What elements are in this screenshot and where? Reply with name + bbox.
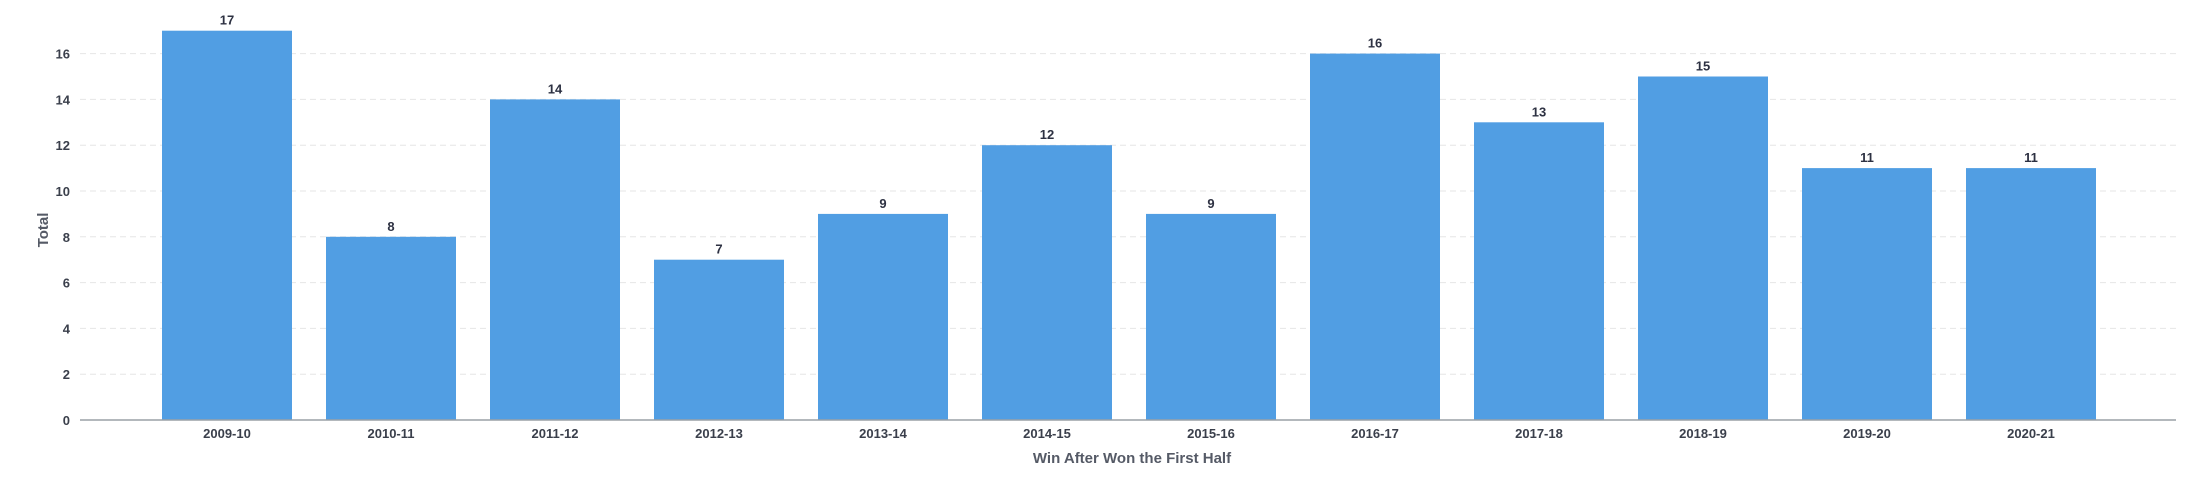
- value-label: 13: [1532, 104, 1546, 119]
- value-label: 9: [1207, 196, 1214, 211]
- bar-2016-17[interactable]: [1310, 53, 1440, 420]
- x-tick-label: 2016-17: [1351, 426, 1399, 441]
- x-tick-label: 2009-10: [203, 426, 251, 441]
- value-label: 7: [715, 242, 722, 257]
- x-tick-label: 2015-16: [1187, 426, 1235, 441]
- x-tick-label: 2013-14: [859, 426, 907, 441]
- x-tick-label: 2018-19: [1679, 426, 1727, 441]
- y-tick-label: 10: [56, 184, 70, 199]
- x-tick-label: 2017-18: [1515, 426, 1563, 441]
- y-tick-label: 12: [56, 138, 70, 153]
- x-axis-title: Win After Won the First Half: [1033, 450, 1232, 467]
- value-label: 9: [879, 196, 886, 211]
- y-tick-label: 2: [63, 367, 70, 382]
- value-label: 12: [1040, 127, 1054, 142]
- bar-2012-13[interactable]: [654, 259, 784, 420]
- y-axis-ticks: 0 2 4 6 8 10 12 14 16: [56, 47, 71, 428]
- value-label: 11: [1860, 150, 1874, 165]
- x-tick-label: 2011-12: [532, 426, 579, 441]
- y-tick-label: 8: [63, 230, 70, 245]
- value-labels: 17 8 14 7 9 12 9 16 13 15 11 11: [220, 13, 2038, 257]
- y-tick-label: 0: [63, 413, 70, 428]
- bar-2019-20[interactable]: [1802, 168, 1932, 420]
- value-label: 17: [220, 13, 234, 28]
- bar-2018-19[interactable]: [1638, 76, 1768, 421]
- bar-2020-21[interactable]: [1966, 168, 2096, 420]
- value-label: 16: [1368, 36, 1382, 51]
- bars: [162, 30, 2096, 421]
- x-tick-label: 2010-11: [368, 426, 415, 441]
- value-label: 15: [1696, 59, 1710, 74]
- bar-2009-10[interactable]: [162, 30, 292, 420]
- y-tick-label: 6: [63, 276, 70, 291]
- bar-2010-11[interactable]: [326, 236, 456, 420]
- value-label: 11: [2024, 150, 2038, 165]
- y-axis-title: Total: [35, 213, 52, 248]
- y-tick-label: 14: [56, 92, 71, 107]
- bar-2017-18[interactable]: [1474, 122, 1604, 421]
- bar-2014-15[interactable]: [982, 145, 1112, 420]
- bar-2013-14[interactable]: [818, 213, 948, 420]
- value-label: 8: [387, 219, 394, 234]
- y-tick-label: 16: [56, 47, 70, 62]
- x-tick-label: 2012-13: [695, 426, 743, 441]
- y-tick-label: 4: [63, 321, 71, 336]
- bar-2015-16[interactable]: [1146, 213, 1276, 420]
- x-tick-label: 2019-20: [1843, 426, 1891, 441]
- x-axis-ticks: 2009-10 2010-11 2011-12 2012-13 2013-14 2014-…: [203, 426, 2055, 441]
- bar-2011-12[interactable]: [490, 99, 620, 421]
- value-label: 14: [548, 81, 563, 96]
- x-tick-label: 2014-15: [1023, 426, 1071, 441]
- x-tick-label: 2020-21: [2007, 426, 2055, 441]
